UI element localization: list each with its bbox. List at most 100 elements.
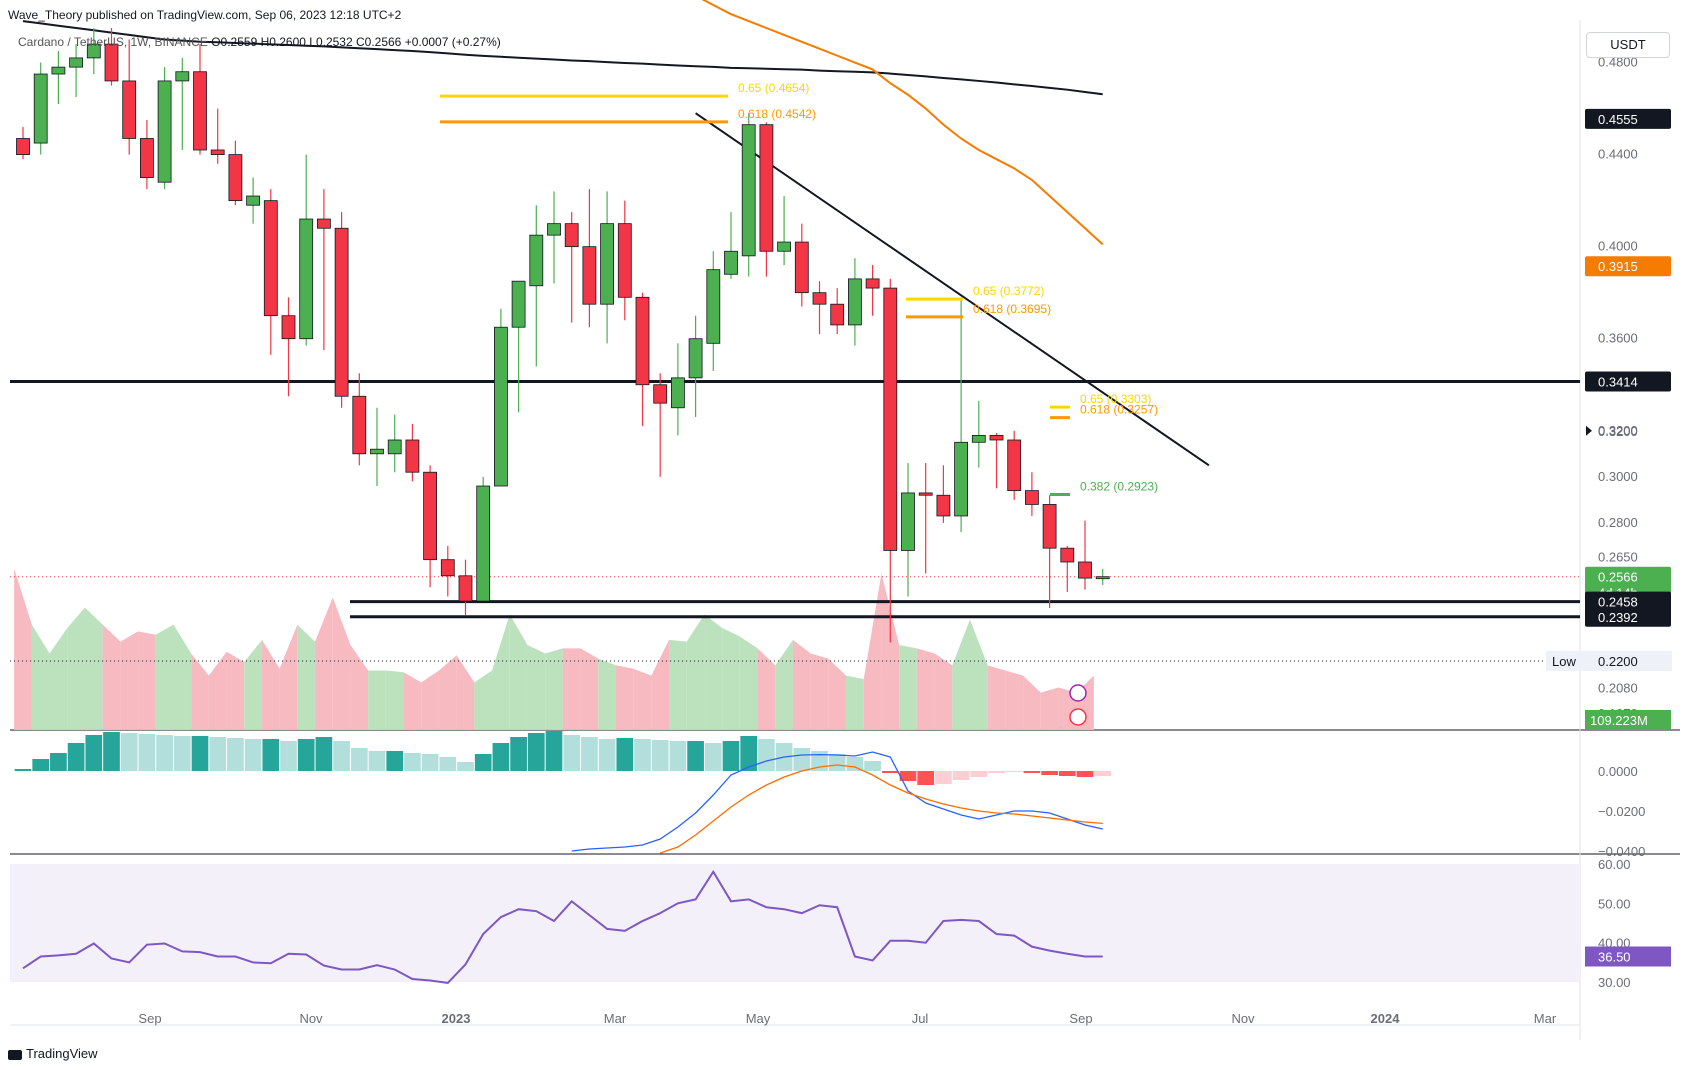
macd-histogram-bar xyxy=(244,739,262,771)
candle-body xyxy=(830,303,845,326)
volume-segment xyxy=(279,624,298,730)
fib-level-label: 0.65 (0.3303) xyxy=(1080,392,1151,406)
candle-body xyxy=(86,43,101,59)
fib-level-label: 0.382 (0.2923) xyxy=(1080,480,1158,494)
candle-body xyxy=(936,494,951,517)
macd-signal-line xyxy=(659,764,1103,854)
rsi-value-box xyxy=(1585,946,1671,967)
macd-histogram-bar xyxy=(333,741,350,771)
volume-segment xyxy=(102,624,121,730)
macd-histogram-bar xyxy=(704,743,722,771)
price-label-box xyxy=(1585,256,1671,277)
ohlc-values: O0.2559 H0.2600 L0.2532 C0.2566 +0.0007 … xyxy=(211,35,501,49)
volume-segment xyxy=(155,624,174,730)
volume-segment xyxy=(1040,687,1059,730)
volume-segment xyxy=(651,639,670,730)
price-label-text: 0.3915 xyxy=(1598,259,1638,274)
candle-body xyxy=(741,124,756,257)
macd-histogram-bar xyxy=(1023,771,1041,773)
candle-body xyxy=(139,138,154,179)
ema-black-line xyxy=(22,20,1103,96)
price-label-text: 0.2392 xyxy=(1598,610,1638,625)
macd-histogram-bar xyxy=(740,736,758,771)
candle-body xyxy=(883,287,898,551)
symbol-legend[interactable]: Cardano / TetherUS, 1W, BINANCE O0.2559 … xyxy=(18,35,501,49)
time-tick-label: May xyxy=(746,1011,771,1026)
macd-histogram-bar xyxy=(421,754,439,771)
tradingview-logo[interactable]: TradingView xyxy=(8,1046,98,1061)
volume-segment xyxy=(633,668,652,730)
volume-segment xyxy=(562,648,581,730)
macd-histogram-bar xyxy=(864,761,881,771)
currency-button[interactable]: USDT xyxy=(1586,32,1670,58)
macd-histogram-bar xyxy=(917,771,935,785)
macd-histogram-bar xyxy=(368,751,386,771)
candle-body xyxy=(334,227,349,397)
volume-segment xyxy=(208,651,227,730)
price-tick-label: 0.4800 xyxy=(1598,55,1638,70)
volume-segment xyxy=(987,665,1006,730)
time-tick-label: Sep xyxy=(138,1011,161,1026)
candle-body xyxy=(1025,490,1039,505)
volume-segment xyxy=(757,648,776,730)
candle-body xyxy=(511,280,526,328)
volume-segment xyxy=(775,639,793,730)
volume-segment xyxy=(810,653,829,730)
candle-body xyxy=(918,492,933,496)
time-tick-label: Mar xyxy=(1534,1011,1557,1026)
time-tick-label: Jul xyxy=(912,1011,929,1026)
price-tick-label: 0.3000 xyxy=(1598,469,1638,484)
price-label-text: 0.4555 xyxy=(1598,112,1638,127)
candle-body xyxy=(387,439,402,455)
price-label-text: 0.3414 xyxy=(1598,375,1638,390)
descending-trendline xyxy=(695,112,1210,467)
volume-segment xyxy=(226,651,245,730)
volume-segment xyxy=(297,624,316,730)
volume-segment xyxy=(138,631,156,730)
brand-name: TradingView xyxy=(26,1046,98,1061)
macd-histogram-bar xyxy=(1005,771,1023,772)
macd-histogram-bar xyxy=(297,739,315,771)
macd-histogram-bar xyxy=(120,733,138,771)
candle-body xyxy=(954,441,968,517)
candle-body xyxy=(16,138,30,155)
publisher-line: Wave_Theory published on TradingView.com… xyxy=(8,8,402,22)
macd-histogram-bar xyxy=(581,737,598,771)
volume-segment xyxy=(598,658,616,730)
candle-body xyxy=(33,73,48,144)
volume-segment xyxy=(1023,675,1041,730)
macd-histogram-bar xyxy=(545,731,563,771)
candle-body xyxy=(901,492,915,551)
candle-body xyxy=(210,149,225,155)
candle-body xyxy=(865,278,880,289)
macd-histogram-bar xyxy=(1041,771,1058,775)
fib-level-label: 0.618 (0.3695) xyxy=(973,302,1051,316)
macd-histogram-bar xyxy=(173,736,191,771)
macd-histogram-bar xyxy=(598,739,616,771)
volume-segment xyxy=(261,639,280,730)
price-tick-label: 0.2800 xyxy=(1598,515,1638,530)
candle-body xyxy=(157,80,172,183)
symbol-name[interactable]: Cardano / TetherUS, 1W, BINANCE xyxy=(18,35,208,49)
volume-segment xyxy=(792,639,811,730)
price-label-text: 0.2458 xyxy=(1598,595,1638,610)
volume-segment xyxy=(350,645,369,730)
macd-histogram-bar xyxy=(793,748,811,771)
rsi-tick-label: 60.00 xyxy=(1598,857,1631,872)
candle-body xyxy=(122,80,137,139)
macd-histogram-bar xyxy=(563,735,581,771)
price-label-box xyxy=(1585,108,1671,129)
macd-histogram-bar xyxy=(103,732,120,771)
volume-segment xyxy=(686,614,705,730)
volume-segment xyxy=(385,670,404,730)
macd-histogram-bar xyxy=(156,735,173,771)
macd-line xyxy=(571,751,1103,852)
candle-body xyxy=(671,377,685,409)
macd-histogram-bar xyxy=(634,739,651,771)
candle-body xyxy=(1042,504,1057,549)
macd-histogram-bar xyxy=(722,741,740,771)
volume-label: 109.223M xyxy=(1590,713,1648,728)
macd-histogram-bar xyxy=(138,734,156,771)
volume-segment xyxy=(916,648,935,730)
macd-histogram-bar xyxy=(32,759,50,771)
